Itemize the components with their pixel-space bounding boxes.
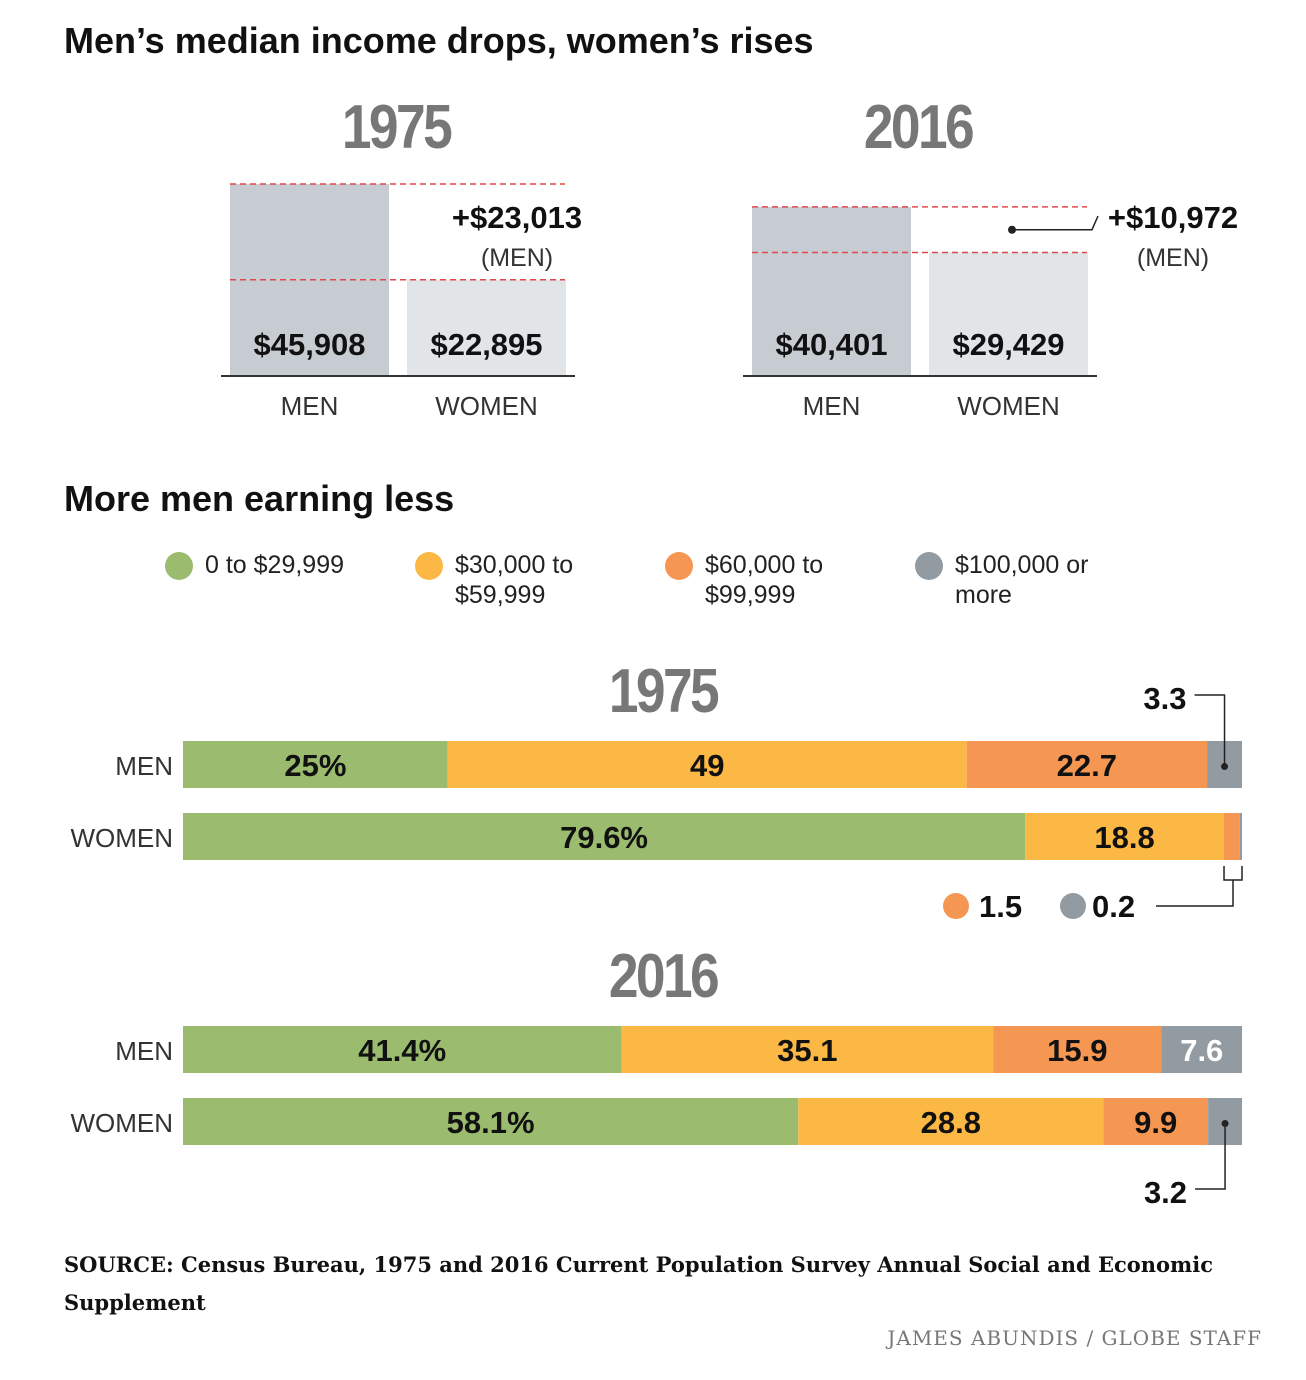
segment-label-2016-women-2: 9.9 (1134, 1105, 1177, 1140)
chart-title-earning-less: More men earning less (64, 478, 455, 519)
gap-label-2016: +$10,972 (1108, 200, 1238, 235)
callout-line-2016-women (1195, 1123, 1226, 1190)
legend-item-100000-more: $100,000 or more (915, 550, 1088, 610)
segment-label-1975-women-0: 79.6% (560, 820, 648, 855)
legend-label-0-29999: 0 to $29,999 (205, 551, 345, 579)
legend-item-30000-59999: $30,000 to $59,999 (415, 550, 573, 610)
callout-line-1975-women (1156, 880, 1234, 907)
category-label-2016-women: WOMEN (957, 391, 1060, 421)
legend-label-60000-99999-line2: $99,999 (705, 581, 796, 609)
legend-item-60000-99999: $60,000 to $99,999 (665, 550, 823, 610)
callout-label-1975-women-2: 1.5 (979, 889, 1022, 924)
legend-label-60000-99999-line1: $60,000 to (705, 551, 824, 579)
value-label-2016-men: $40,401 (775, 327, 887, 362)
value-label-1975-women: $22,895 (430, 327, 542, 362)
callout-label-2016-women: 3.2 (1144, 1175, 1187, 1210)
value-label-1975-men: $45,908 (253, 327, 365, 362)
callout-bracket-1975-women (1223, 866, 1243, 881)
median-income-chart: 1975 $45,908 MEN $22,895 WOMEN +$23,013 (MEN) 2… (221, 93, 1238, 421)
segment-1975-women-3 (1239, 813, 1242, 860)
segment-2016-women-2 (1103, 1098, 1209, 1145)
legend-label-30000-59999-line2: $59,999 (455, 581, 546, 609)
segment-label-2016-men-3: 7.6 (1180, 1033, 1223, 1068)
legend-label-100000-more-line1: $100,000 or (955, 551, 1089, 579)
chart-title-median-income: Men’s median income drops, women’s rises (64, 20, 814, 61)
row-label-1975-men: MEN (115, 751, 173, 781)
callout-swatch-1975-women-2 (943, 893, 969, 919)
bar-2016-men (752, 206, 911, 375)
segment-1975-women-2 (1224, 813, 1240, 860)
income-legend: 0 to $29,999 $30,000 to $59,999 $60,000 t… (165, 550, 1265, 620)
income-distribution-chart: 1975 MEN 25% 49 22.7 3.3 WOMEN 79.6% 18.8 1.5 0.2 2… (70, 657, 1243, 1210)
segment-label-2016-men-0: 41.4% (358, 1033, 446, 1068)
segment-label-1975-men-0: 25% (284, 748, 346, 783)
segment-label-2016-men-1: 35.1 (777, 1033, 837, 1068)
legend-label-100000-more-line2: more (955, 581, 1012, 609)
segment-1975-men-1 (447, 741, 967, 788)
segment-1975-men-0 (183, 741, 448, 788)
segment-1975-women-0 (183, 813, 1026, 860)
value-label-2016-women: $29,429 (952, 327, 1064, 362)
segment-label-2016-women-1: 28.8 (921, 1105, 981, 1140)
segment-2016-men-0 (183, 1026, 622, 1073)
segment-1975-men-2 (966, 741, 1208, 788)
callout-line-1975-men (1194, 694, 1226, 767)
legend-swatch-gray (915, 552, 943, 580)
row-label-2016-men: MEN (115, 1036, 173, 1066)
segment-label-1975-men-2: 22.7 (1057, 748, 1117, 783)
legend-item-0-29999: 0 to $29,999 (165, 550, 344, 580)
category-label-1975-women: WOMEN (435, 391, 538, 421)
legend-swatch-green (165, 552, 193, 580)
segment-label-1975-women-1: 18.8 (1094, 820, 1154, 855)
gap-sub-label-2016: (MEN) (1137, 244, 1209, 272)
segment-label-2016-men-2: 15.9 (1047, 1033, 1107, 1068)
gap-label-1975: +$23,013 (452, 200, 582, 235)
row-label-2016-women: WOMEN (70, 1108, 173, 1138)
row-label-1975-women: WOMEN (70, 823, 173, 853)
credit-line: JAMES ABUNDIS / GLOBE STAFF (887, 1326, 1262, 1350)
legend-label-30000-59999-line1: $30,000 to (455, 551, 574, 579)
segment-1975-women-1 (1025, 813, 1225, 860)
category-label-1975-men: MEN (281, 391, 339, 421)
callout-label-1975-men: 3.3 (1143, 681, 1186, 716)
legend-swatch-orange (665, 552, 693, 580)
year-label-1975: 1975 (342, 93, 452, 162)
segment-2016-women-0 (183, 1098, 799, 1145)
year-label-dist-1975: 1975 (609, 657, 719, 726)
year-label-dist-2016: 2016 (609, 942, 719, 1011)
source-note: SOURCE: Census Bureau, 1975 and 2016 Cur… (64, 1252, 1214, 1315)
year-label-2016: 2016 (864, 93, 974, 162)
category-label-2016-men: MEN (803, 391, 861, 421)
bar-1975-women (407, 279, 566, 375)
gap-connector-line-2016 (1012, 215, 1099, 231)
legend-swatch-yellow (415, 552, 443, 580)
gap-sub-label-1975: (MEN) (481, 244, 553, 272)
callout-swatch-1975-women-3 (1060, 893, 1086, 919)
segment-label-2016-women-0: 58.1% (447, 1105, 535, 1140)
segment-2016-men-3 (1161, 1026, 1242, 1073)
segment-label-1975-men-1: 49 (690, 748, 724, 783)
segment-2016-men-1 (621, 1026, 994, 1073)
bar-2016-women (929, 252, 1088, 375)
segment-2016-men-2 (993, 1026, 1162, 1073)
callout-label-1975-women-3: 0.2 (1092, 889, 1135, 924)
segment-2016-women-1 (798, 1098, 1104, 1145)
